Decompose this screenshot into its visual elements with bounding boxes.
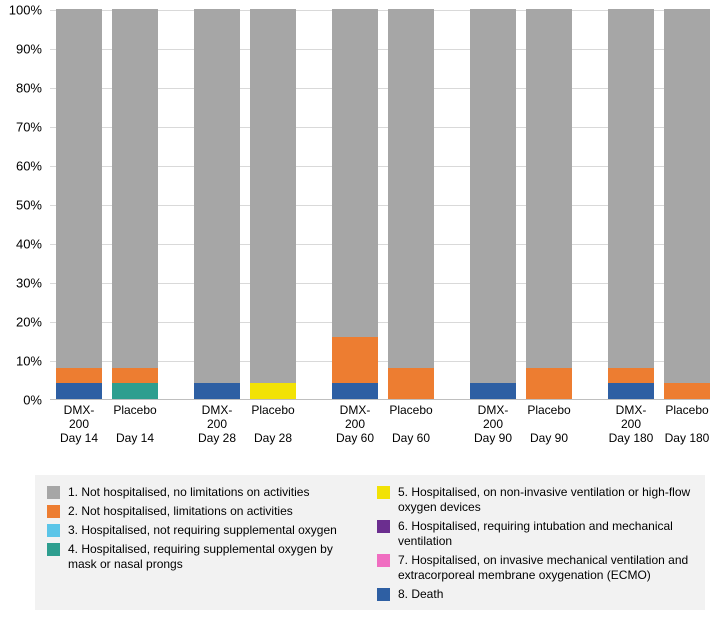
x-tick-label: DMX-200Day 60 [324, 404, 386, 445]
y-tick-label: 70% [2, 120, 42, 135]
legend-label: 2. Not hospitalised, limitations on acti… [68, 504, 363, 519]
bar-segment [664, 9, 710, 383]
bar-segment [664, 383, 710, 399]
bar [332, 10, 378, 399]
legend-swatch [377, 554, 390, 567]
legend-label: 5. Hospitalised, on non-invasive ventila… [398, 485, 693, 515]
bar-segment [470, 9, 516, 383]
legend-swatch [47, 505, 60, 518]
bar-segment [250, 9, 296, 383]
bar-segment [332, 9, 378, 337]
chart-area: 0%10%20%30%40%50%60%70%80%90%100% DMX-20… [50, 10, 710, 440]
legend-col-right: 5. Hospitalised, on non-invasive ventila… [377, 485, 693, 606]
bar-segment [194, 9, 240, 383]
legend-swatch [47, 486, 60, 499]
legend-label: 6. Hospitalised, requiring intubation an… [398, 519, 693, 549]
bar [194, 10, 240, 399]
y-tick-label: 80% [2, 81, 42, 96]
legend-item: 3. Hospitalised, not requiring supplemen… [47, 523, 363, 538]
legend-item: 2. Not hospitalised, limitations on acti… [47, 504, 363, 519]
x-tick-label: DMX-200Day 14 [48, 404, 110, 445]
bar-segment [56, 9, 102, 368]
legend-swatch [377, 520, 390, 533]
y-tick-label: 20% [2, 315, 42, 330]
y-tick-label: 60% [2, 159, 42, 174]
legend-item: 6. Hospitalised, requiring intubation an… [377, 519, 693, 549]
y-tick-label: 0% [2, 393, 42, 408]
legend-swatch [47, 543, 60, 556]
bar [112, 10, 158, 399]
x-tick-label: DMX-200Day 90 [462, 404, 524, 445]
legend-swatch [47, 524, 60, 537]
x-tick-label: Placebo Day 28 [242, 404, 304, 445]
bar-segment [388, 368, 434, 399]
plot-region: 0%10%20%30%40%50%60%70%80%90%100% [50, 10, 710, 400]
bar-segment [194, 383, 240, 399]
legend-label: 1. Not hospitalised, no limitations on a… [68, 485, 363, 500]
y-tick-label: 50% [2, 198, 42, 213]
bar-segment [56, 368, 102, 384]
bar-segment [470, 383, 516, 399]
legend-item: 5. Hospitalised, on non-invasive ventila… [377, 485, 693, 515]
bar-segment [388, 9, 434, 368]
bar-segment [112, 383, 158, 399]
bar [388, 10, 434, 399]
x-tick-label: DMX-200Day 28 [186, 404, 248, 445]
bar [470, 10, 516, 399]
bar-segment [250, 383, 296, 399]
legend-label: 4. Hospitalised, requiring supplemental … [68, 542, 363, 572]
legend: 1. Not hospitalised, no limitations on a… [35, 475, 705, 610]
y-tick-label: 10% [2, 354, 42, 369]
bar-segment [608, 9, 654, 368]
x-tick-label: Placebo Day 180 [656, 404, 718, 445]
legend-item: 4. Hospitalised, requiring supplemental … [47, 542, 363, 572]
legend-label: 3. Hospitalised, not requiring supplemen… [68, 523, 363, 538]
legend-label: 8. Death [398, 587, 693, 602]
y-tick-label: 100% [2, 3, 42, 18]
legend-item: 1. Not hospitalised, no limitations on a… [47, 485, 363, 500]
y-tick-label: 30% [2, 276, 42, 291]
x-tick-label: DMX-200Day 180 [600, 404, 662, 445]
bar-segment [608, 383, 654, 399]
bar-segment [332, 337, 378, 384]
legend-col-left: 1. Not hospitalised, no limitations on a… [47, 485, 363, 606]
legend-swatch [377, 486, 390, 499]
bar [526, 10, 572, 399]
legend-label: 7. Hospitalised, on invasive mechanical … [398, 553, 693, 583]
bar-segment [56, 383, 102, 399]
y-tick-label: 90% [2, 42, 42, 57]
bar-segment [332, 383, 378, 399]
bar-segment [608, 368, 654, 384]
bar-segment [112, 368, 158, 384]
x-tick-label: Placebo Day 14 [104, 404, 166, 445]
bar [56, 10, 102, 399]
x-tick-label: Placebo Day 60 [380, 404, 442, 445]
bar-segment [112, 9, 158, 368]
y-tick-label: 40% [2, 237, 42, 252]
bar [250, 10, 296, 399]
bar [608, 10, 654, 399]
legend-item: 8. Death [377, 587, 693, 602]
bar [664, 10, 710, 399]
legend-swatch [377, 588, 390, 601]
bar-segment [526, 368, 572, 399]
bar-segment [526, 9, 572, 368]
x-tick-label: Placebo Day 90 [518, 404, 580, 445]
legend-item: 7. Hospitalised, on invasive mechanical … [377, 553, 693, 583]
